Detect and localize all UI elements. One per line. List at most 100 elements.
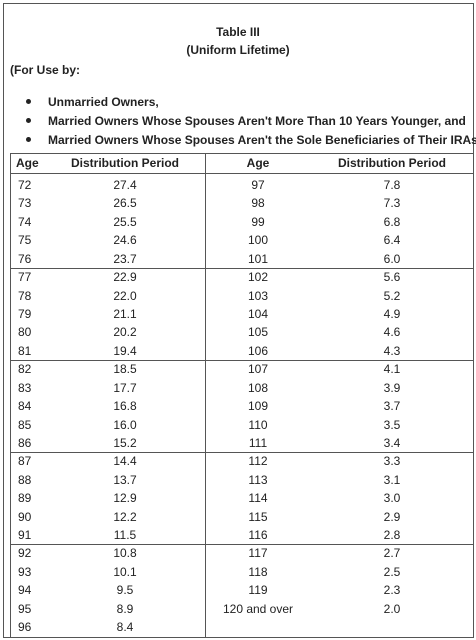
period-cell: 4.1: [383, 362, 401, 377]
period-cell: 2.5: [383, 564, 401, 579]
period-cell: 16.8: [113, 399, 137, 413]
age-cell: 113: [248, 472, 268, 487]
period-cell: 4.3: [383, 343, 401, 358]
group-line: [10, 544, 473, 546]
period-cell: 12.9: [113, 491, 137, 506]
column-header: Age: [246, 156, 270, 170]
age-cell: 73: [18, 196, 32, 211]
age-cell: 109: [247, 399, 269, 413]
bullet-dot: [26, 99, 31, 104]
period-cell: 3.7: [383, 399, 401, 413]
age-cell: 118: [248, 564, 268, 579]
period-cell: 4.6: [383, 325, 401, 340]
period-cell: 8.4: [116, 620, 134, 635]
period-cell: 2.9: [383, 509, 401, 524]
period-cell: 8.9: [116, 601, 134, 616]
period-cell: 23.7: [113, 251, 137, 266]
table-line: [10, 153, 473, 154]
age-cell: 107: [247, 362, 269, 377]
period-cell: 2.8: [383, 528, 401, 542]
period-cell: 3.9: [383, 380, 401, 395]
period-cell: 25.5: [113, 214, 137, 229]
age-cell: 80: [18, 325, 32, 340]
period-cell: 3.5: [383, 417, 401, 432]
bullet-dot: [26, 137, 31, 142]
period-cell: 6.8: [383, 214, 401, 229]
age-cell: 92: [18, 546, 32, 561]
age-cell: 77: [18, 270, 32, 285]
age-cell: 83: [18, 380, 32, 395]
age-cell: 117: [248, 546, 268, 561]
period-cell: 27.4: [113, 178, 137, 192]
period-cell: 11.5: [113, 528, 137, 542]
period-cell: 7.3: [383, 196, 401, 211]
age-cell: 114: [248, 491, 268, 506]
age-cell: 87: [18, 454, 32, 469]
age-cell: 112: [248, 454, 268, 469]
age-cell: 116: [248, 528, 268, 542]
period-cell: 12.2: [113, 509, 137, 524]
age-cell: 85: [18, 417, 32, 432]
period-cell: 6.0: [383, 251, 401, 266]
table-line: [10, 173, 473, 174]
period-cell: 10.1: [113, 564, 137, 579]
age-cell: 95: [18, 601, 32, 616]
bullet: Married Owners Whose Spouses Aren't More…: [48, 114, 466, 128]
period-cell: 15.2: [113, 435, 137, 450]
age-cell: 93: [18, 564, 32, 579]
table-line: [205, 153, 206, 637]
period-cell: 3.3: [383, 454, 401, 469]
bullet-dot: [26, 118, 31, 123]
age-cell: 82: [18, 362, 32, 377]
group-line: [10, 360, 473, 361]
group-line: [10, 267, 473, 269]
period-cell: 10.8: [113, 546, 137, 561]
group-line: [10, 452, 473, 454]
title: Table III: [216, 25, 260, 39]
age-cell: 99: [251, 214, 265, 229]
age-cell: 79: [18, 306, 32, 321]
period-cell: 4.9: [383, 306, 401, 321]
age-cell: 98: [251, 196, 265, 211]
period-cell: 22.0: [113, 288, 137, 303]
period-cell: 5.6: [383, 270, 401, 285]
column-header: Distribution Period: [71, 156, 179, 170]
period-cell: 20.2: [113, 325, 137, 340]
age-cell: 90: [18, 509, 32, 524]
period-cell: 2.3: [383, 583, 401, 598]
age-cell: 120 and over: [222, 601, 294, 616]
age-cell: 100: [247, 233, 269, 248]
age-cell: 76: [18, 251, 32, 266]
bullet: Married Owners Whose Spouses Aren't the …: [48, 133, 476, 147]
period-cell: 2.0: [383, 601, 401, 616]
age-cell: 115: [248, 509, 268, 524]
age-cell: 86: [18, 435, 32, 450]
period-cell: 16.0: [113, 417, 137, 432]
period-cell: 6.4: [383, 233, 401, 248]
period-cell: 2.7: [383, 546, 401, 561]
period-cell: 22.9: [113, 270, 137, 285]
period-cell: 3.4: [383, 435, 401, 450]
age-cell: 106: [247, 343, 269, 358]
period-cell: 14.4: [113, 454, 137, 469]
period-cell: 26.5: [113, 196, 137, 211]
age-cell: 89: [18, 491, 32, 506]
age-cell: 101: [247, 251, 269, 266]
age-cell: 119: [248, 583, 268, 598]
age-cell: 108: [247, 380, 269, 395]
age-cell: 111: [248, 435, 268, 450]
age-cell: 94: [18, 583, 32, 598]
age-cell: 97: [251, 178, 265, 192]
age-cell: 75: [18, 233, 32, 248]
age-cell: 105: [247, 325, 269, 340]
subtitle: (Uniform Lifetime): [186, 43, 290, 57]
period-cell: 3.0: [383, 491, 401, 506]
age-cell: 74: [18, 214, 32, 229]
period-cell: 18.5: [113, 362, 137, 377]
table-line: [10, 153, 11, 637]
age-cell: 72: [18, 178, 32, 192]
period-cell: 19.4: [113, 343, 137, 358]
age-cell: 102: [247, 270, 269, 285]
period-cell: 9.5: [116, 583, 134, 598]
